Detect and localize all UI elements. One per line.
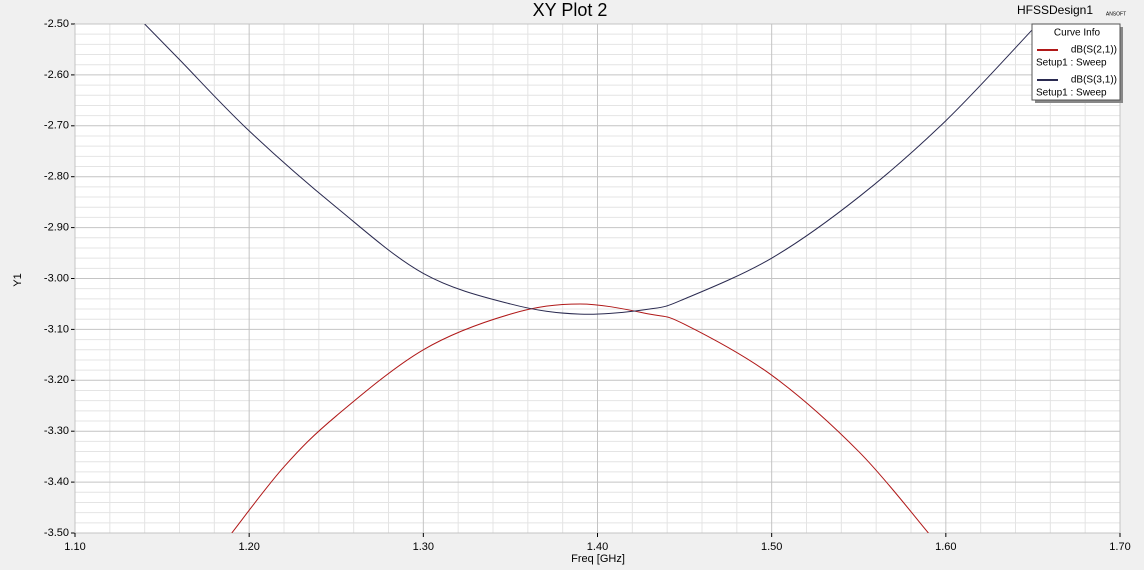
lines [144,24,1034,533]
y-tick-label: -2.50 [44,18,69,30]
legend: Curve Info [1031,23,1123,103]
grid [71,23,1121,537]
brand: ANSOFT [1106,11,1126,17]
y-tick-label: -3.20 [44,374,69,386]
design-name: HFSSDesign1 [1017,3,1093,17]
legend-box [1031,23,1121,101]
x-tick-label: 1.60 [935,541,956,553]
y-tick-label: -3.40 [44,476,69,488]
series-line [231,303,929,533]
x-axis-label: Freq [GHz] [571,553,625,565]
chart-title: XY Plot 2 [533,0,608,20]
y-tick-label: -3.50 [44,527,69,539]
y-tick-label: -3.00 [44,272,69,284]
y-tick-label: -3.10 [44,323,69,335]
y-tick-label: -2.60 [44,69,69,81]
legend-solution: Setup1 : Sweep [1036,58,1107,69]
legend-title: Curve Info [1054,28,1101,39]
x-tick-label: 1.40 [587,541,608,553]
x-tick-label: 1.50 [761,541,782,553]
series-line [144,24,1034,315]
x-tick-label: 1.70 [1109,541,1130,553]
legend-label: dB(S(2,1)) [1071,45,1117,56]
y-tick-label: -2.90 [44,222,69,234]
x-tick-label: 1.10 [64,541,85,553]
y-axis-label: Y1 [12,273,24,286]
y-tick-label: -2.70 [44,120,69,132]
y-tick-label: -2.80 [44,171,69,183]
x-tick-label: 1.20 [238,541,259,553]
legend-label: dB(S(3,1)) [1071,75,1117,86]
y-tick-label: -3.30 [44,425,69,437]
legend-solution: Setup1 : Sweep [1036,88,1107,99]
x-tick-label: 1.30 [413,541,434,553]
